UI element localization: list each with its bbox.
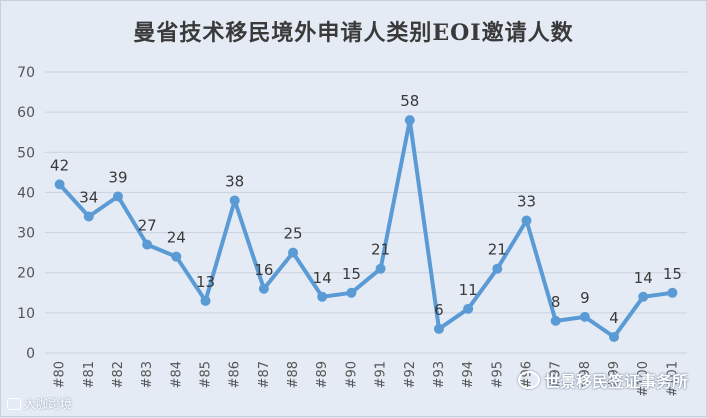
x-tick-label-2: #82: [111, 361, 126, 388]
data-point-10: [346, 287, 357, 298]
data-label-5: 13: [196, 273, 215, 291]
data-label-17: 8: [551, 293, 561, 311]
data-point-1: [83, 211, 94, 222]
y-tick-label-7: 70: [17, 65, 35, 81]
data-label-1: 34: [79, 189, 98, 207]
data-point-7: [258, 283, 269, 294]
data-point-15: [492, 263, 503, 274]
x-tick-label-14: #94: [461, 361, 476, 388]
y-tick-label-3: 30: [17, 226, 35, 242]
watermark-source: 大咖跨境: [7, 395, 72, 412]
data-label-6: 38: [225, 172, 244, 190]
x-tick-label-15: #95: [490, 361, 505, 388]
logo-icon: [7, 397, 21, 410]
y-tick-label-5: 50: [17, 145, 35, 161]
data-point-20: [638, 291, 649, 302]
data-label-8: 25: [283, 225, 302, 243]
x-tick-label-10: #90: [344, 361, 359, 388]
data-label-21: 15: [663, 265, 682, 283]
data-label-0: 42: [50, 156, 69, 174]
data-label-10: 15: [342, 265, 361, 283]
x-tick-label-5: #85: [199, 361, 214, 388]
y-tick-label-6: 60: [17, 105, 35, 121]
data-label-20: 14: [634, 269, 653, 287]
x-tick-label-6: #86: [228, 361, 243, 388]
data-label-16: 33: [517, 193, 536, 211]
x-tick-label-21: #101: [665, 361, 680, 397]
data-point-2: [112, 191, 123, 202]
data-label-11: 21: [371, 241, 390, 259]
data-point-0: [54, 179, 65, 190]
x-tick-label-3: #83: [140, 361, 155, 388]
data-point-13: [433, 323, 444, 334]
x-tick-label-9: #89: [315, 361, 330, 388]
chart-title: 曼省技术移民境外申请人类别EOI邀请人数: [133, 20, 574, 46]
series-line: [57, 118, 675, 339]
data-label-9: 14: [313, 269, 332, 287]
data-point-9: [317, 291, 328, 302]
watermark-source-text: 大咖跨境: [24, 397, 73, 411]
data-point-21: [667, 287, 678, 298]
x-tick-label-12: #92: [403, 361, 418, 388]
x-tick-label-13: #93: [432, 361, 447, 388]
y-tick-label-4: 40: [17, 185, 35, 201]
watermark-brand: 世景移民签证事务所: [517, 368, 688, 392]
data-point-5: [200, 295, 211, 306]
wechat-icon: [517, 371, 540, 389]
data-point-3: [142, 239, 153, 250]
data-label-3: 27: [138, 217, 157, 235]
data-point-19: [609, 331, 620, 342]
data-label-4: 24: [167, 229, 186, 247]
data-label-7: 16: [254, 261, 273, 279]
x-tick-label-18: #98: [578, 361, 593, 388]
y-tick-label-1: 10: [17, 306, 35, 322]
data-label-14: 11: [459, 281, 478, 299]
x-tick-label-19: #99: [607, 361, 622, 388]
y-tick-label-0: 0: [26, 346, 35, 362]
data-point-8: [288, 247, 299, 258]
x-tick-label-7: #87: [257, 361, 272, 388]
x-tick-label-4: #84: [169, 361, 184, 388]
watermark-brand-text: 世景移民签证事务所: [543, 372, 688, 391]
data-label-13: 6: [434, 301, 444, 319]
data-point-18: [579, 311, 590, 322]
x-tick-label-17: #97: [549, 361, 564, 388]
data-label-2: 39: [108, 168, 127, 186]
y-tick-label-2: 20: [17, 266, 35, 282]
data-point-4: [171, 251, 182, 262]
data-label-19: 4: [609, 309, 619, 327]
data-label-18: 9: [580, 289, 590, 307]
data-point-16: [521, 215, 532, 226]
data-point-12: [404, 115, 415, 126]
data-point-14: [463, 303, 474, 314]
x-tick-label-0: #80: [53, 361, 68, 388]
data-label-12: 58: [400, 92, 419, 110]
data-point-11: [375, 263, 386, 274]
x-tick-label-1: #81: [82, 361, 97, 388]
x-tick-label-20: #100: [636, 361, 651, 397]
data-label-15: 21: [488, 241, 507, 259]
data-point-6: [229, 195, 240, 206]
x-tick-label-11: #91: [374, 361, 389, 388]
data-point-17: [550, 315, 561, 326]
x-tick-label-8: #88: [286, 361, 301, 388]
